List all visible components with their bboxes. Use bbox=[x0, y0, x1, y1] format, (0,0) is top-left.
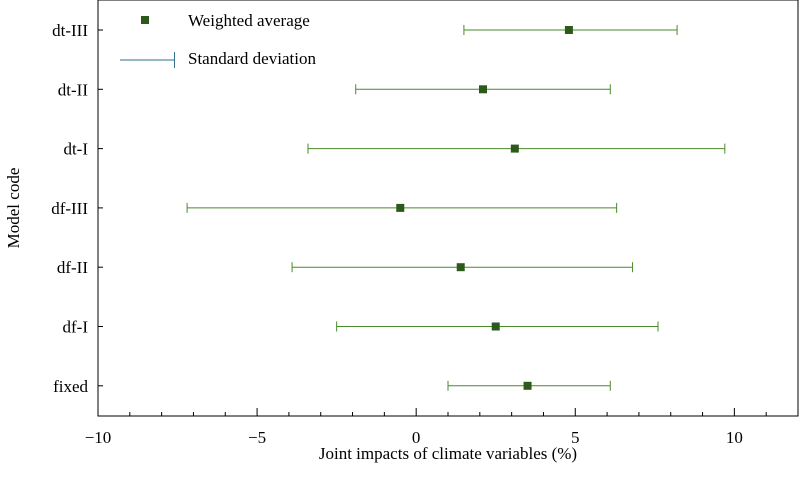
legend: Weighted average Standard deviation bbox=[120, 11, 316, 68]
weighted-average-marker bbox=[491, 322, 500, 331]
y-tick-label: df-I bbox=[63, 318, 89, 337]
weighted-average-marker bbox=[456, 263, 465, 272]
y-tick-label: df-III bbox=[51, 199, 88, 218]
x-axis-ticks: −10 −5 0 5 10 bbox=[85, 408, 799, 447]
x-tick-label: −10 bbox=[85, 428, 112, 447]
legend-weighted-average-marker bbox=[141, 16, 149, 24]
weighted-average-marker bbox=[396, 203, 405, 212]
markers-group bbox=[396, 26, 573, 390]
weighted-average-marker bbox=[510, 144, 519, 153]
y-tick-label: fixed bbox=[53, 377, 88, 396]
x-tick-label: 10 bbox=[726, 428, 743, 447]
y-tick-label: dt-I bbox=[63, 140, 88, 159]
legend-std-label: Standard deviation bbox=[188, 49, 316, 68]
y-tick-label: dt-III bbox=[52, 21, 88, 40]
weighted-average-marker bbox=[479, 85, 487, 94]
y-axis-label: Model code bbox=[4, 168, 23, 249]
x-tick-label: 0 bbox=[412, 428, 421, 447]
weighted-average-marker bbox=[523, 381, 532, 390]
y-axis-ticks: dt-III dt-II dt-I df-III df-II df-I fixed bbox=[51, 21, 103, 396]
y-tick-label: dt-II bbox=[58, 80, 89, 99]
legend-weighted-average-label: Weighted average bbox=[188, 11, 310, 30]
y-tick-label: df-II bbox=[57, 258, 88, 277]
x-tick-label: 5 bbox=[571, 428, 580, 447]
weighted-average-marker bbox=[564, 26, 573, 34]
x-tick-label: −5 bbox=[248, 428, 266, 447]
x-axis-label: Joint impacts of climate variables (%) bbox=[319, 444, 577, 463]
